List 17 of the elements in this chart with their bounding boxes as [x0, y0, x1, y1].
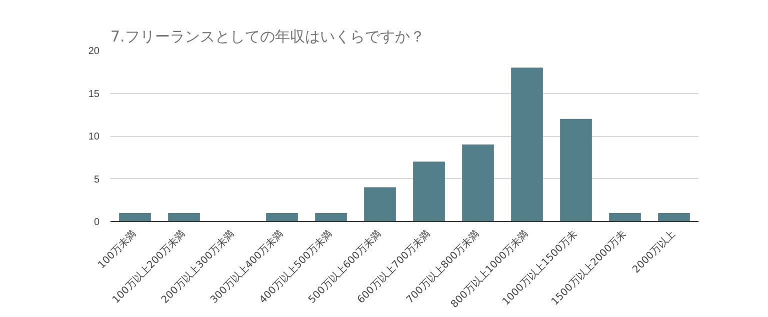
bar	[560, 118, 592, 222]
y-tick-label: 5	[94, 174, 100, 186]
y-tick-label: 10	[88, 132, 100, 142]
bar	[119, 212, 151, 222]
bar	[266, 212, 298, 222]
bar	[168, 212, 200, 222]
y-tick-label: 0	[94, 217, 100, 228]
bar	[609, 212, 641, 222]
y-tick-label: 15	[88, 88, 100, 100]
bar	[413, 162, 445, 222]
bar	[315, 212, 347, 222]
bar	[462, 144, 494, 222]
y-tick-label: 20	[88, 46, 100, 57]
chart-title: 7.フリーランスとしての年収はいくらですか？	[110, 28, 425, 46]
bar	[511, 68, 543, 222]
bar	[364, 187, 396, 222]
bar	[658, 212, 690, 222]
